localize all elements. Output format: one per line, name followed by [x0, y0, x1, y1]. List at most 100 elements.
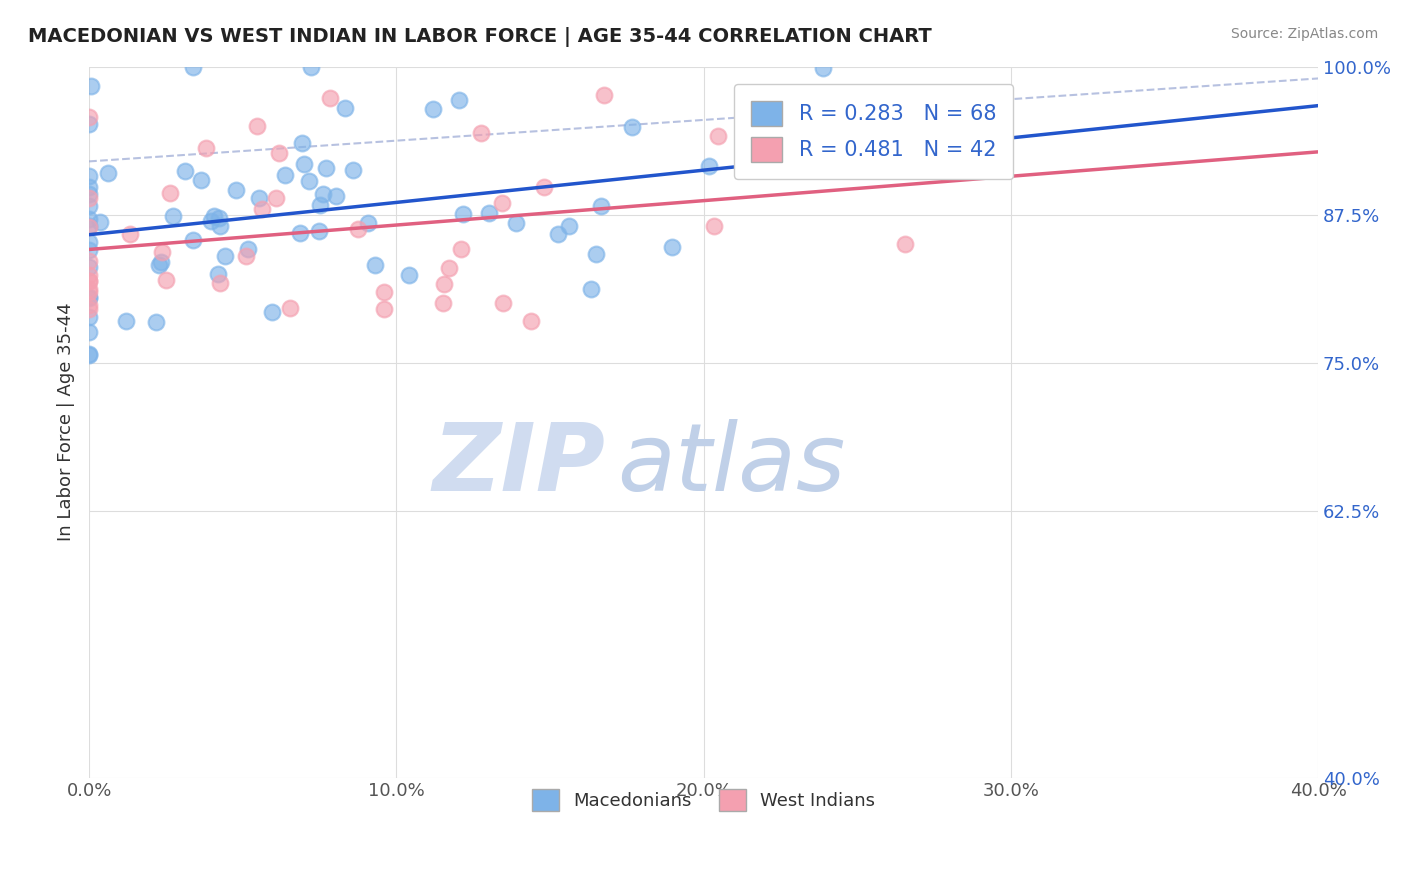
Point [162, 209, 184, 223]
Point [77, 253, 100, 268]
Point [246, 119, 269, 133]
Point [491, 195, 513, 210]
Point [152, 244, 174, 259]
Point [347, 222, 370, 236]
Point [77, 187, 100, 202]
Point [77, 235, 100, 250]
Y-axis label: In Labor Force | Age 35-44: In Labor Force | Age 35-44 [58, 302, 75, 541]
Point [533, 180, 555, 194]
Point [247, 191, 270, 205]
Point [148, 258, 170, 272]
Point [491, 295, 513, 310]
Point [77, 291, 100, 305]
Point [950, 164, 973, 178]
Point [77, 325, 100, 339]
Point [558, 219, 581, 234]
Point [301, 60, 323, 74]
Point [77, 268, 100, 283]
Point [364, 258, 387, 272]
Point [291, 136, 314, 150]
Point [398, 268, 420, 283]
Text: ZIP: ZIP [433, 418, 605, 511]
Point [661, 240, 683, 254]
Point [77, 285, 100, 299]
Point [159, 186, 181, 201]
Point [77, 199, 100, 213]
Point [312, 187, 335, 202]
Point [214, 249, 236, 263]
Text: atlas: atlas [617, 419, 846, 510]
Point [505, 217, 527, 231]
Point [195, 141, 218, 155]
Point [145, 315, 167, 329]
Point [209, 219, 232, 233]
Point [200, 213, 222, 227]
Point [770, 119, 793, 133]
Point [235, 249, 257, 263]
Point [470, 126, 492, 140]
Point [77, 282, 100, 296]
Point [697, 159, 720, 173]
Point [77, 290, 100, 304]
Point [77, 302, 100, 317]
Point [894, 237, 917, 252]
Point [208, 276, 231, 290]
Point [190, 172, 212, 186]
Point [451, 206, 474, 220]
Point [706, 128, 728, 143]
Point [319, 91, 342, 105]
Point [581, 282, 603, 296]
Point [264, 191, 287, 205]
Point [207, 267, 229, 281]
Point [97, 166, 120, 180]
Point [77, 346, 100, 360]
Text: MACEDONIAN VS WEST INDIAN IN LABOR FORCE | AGE 35-44 CORRELATION CHART: MACEDONIAN VS WEST INDIAN IN LABOR FORCE… [28, 27, 932, 46]
Point [77, 244, 100, 258]
Point [450, 243, 472, 257]
Point [335, 101, 357, 115]
Point [80, 78, 103, 93]
Point [77, 212, 100, 227]
Point [449, 93, 471, 107]
Point [115, 314, 138, 328]
Point [181, 233, 204, 247]
Point [250, 202, 273, 216]
Point [342, 163, 364, 178]
Point [149, 255, 172, 269]
Point [89, 215, 111, 229]
Point [422, 102, 444, 116]
Point [208, 211, 231, 225]
Point [77, 349, 100, 363]
Point [813, 61, 835, 75]
Point [260, 305, 283, 319]
Point [202, 209, 225, 223]
Point [77, 310, 100, 324]
Point [288, 226, 311, 240]
Point [267, 145, 290, 160]
Point [225, 183, 247, 197]
Point [703, 219, 725, 233]
Point [357, 216, 380, 230]
Point [373, 302, 395, 317]
Point [308, 198, 330, 212]
Point [325, 189, 347, 203]
Point [292, 157, 315, 171]
Legend: Macedonians, West Indians: Macedonians, West Indians [517, 774, 890, 825]
Point [77, 274, 100, 288]
Point [315, 161, 337, 175]
Point [77, 260, 100, 274]
Point [520, 314, 543, 328]
Point [77, 110, 100, 124]
Point [77, 219, 100, 233]
Point [478, 206, 501, 220]
Point [77, 191, 100, 205]
Point [77, 169, 100, 183]
Point [77, 180, 100, 194]
Point [77, 117, 100, 131]
Point [278, 301, 301, 316]
Point [433, 277, 456, 292]
Text: Source: ZipAtlas.com: Source: ZipAtlas.com [1230, 27, 1378, 41]
Point [77, 298, 100, 312]
Point [437, 260, 460, 275]
Point [591, 199, 613, 213]
